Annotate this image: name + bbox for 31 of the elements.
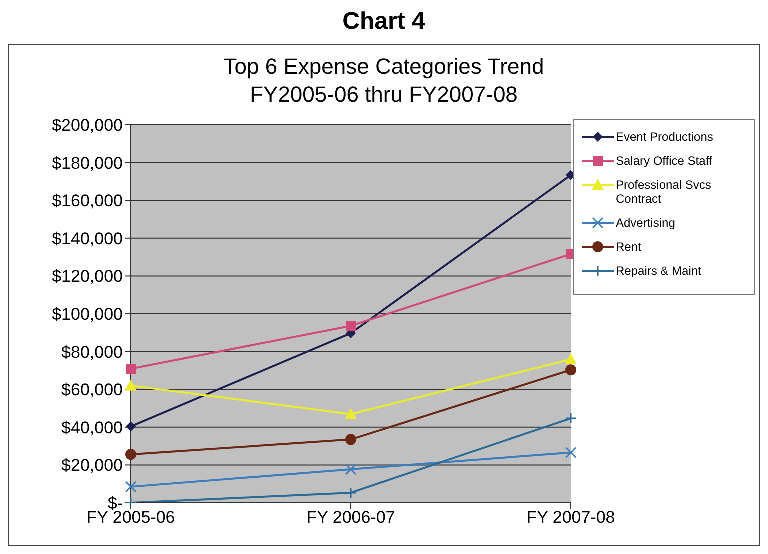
y-tick-label: $80,000	[62, 342, 123, 362]
y-tick-label: $20,000	[62, 456, 123, 476]
point	[346, 321, 356, 332]
legend-label: Professional Svcs Contract	[616, 178, 712, 206]
point	[565, 446, 577, 458]
x-tick-label: FY 2007-08	[526, 508, 616, 528]
point	[126, 364, 136, 374]
point	[566, 364, 576, 376]
point	[345, 408, 357, 420]
x-tick-label: FY 2006-07	[306, 508, 396, 528]
legend-label: Repairs & Maint	[616, 264, 702, 278]
y-tick-label: $60,000	[62, 380, 123, 400]
y-tick-label: $140,000	[52, 229, 123, 248]
chart-title: Chart 4	[342, 8, 426, 37]
point	[345, 487, 357, 499]
point	[126, 449, 136, 460]
legend-label: Event Productions	[616, 130, 714, 144]
chart-subtitle: Top 6 Expense Categories Trend FY2005-06 thru FY2007-08	[222, 53, 546, 109]
y-tick-label: $100,000	[52, 305, 123, 324]
y-tick-label: $160,000	[52, 192, 123, 211]
legend-label: Salary Office Staff	[616, 154, 712, 168]
legend-label: Advertising	[616, 216, 676, 230]
y-tick-label: $180,000	[52, 154, 123, 173]
point	[565, 412, 577, 424]
point	[345, 464, 357, 476]
point	[346, 434, 356, 446]
point	[125, 481, 137, 493]
y-tick-label: $120,000	[52, 267, 123, 286]
point	[565, 354, 577, 365]
legend-label: Rent	[616, 240, 642, 254]
y-tick-label: $40,000	[62, 418, 123, 438]
